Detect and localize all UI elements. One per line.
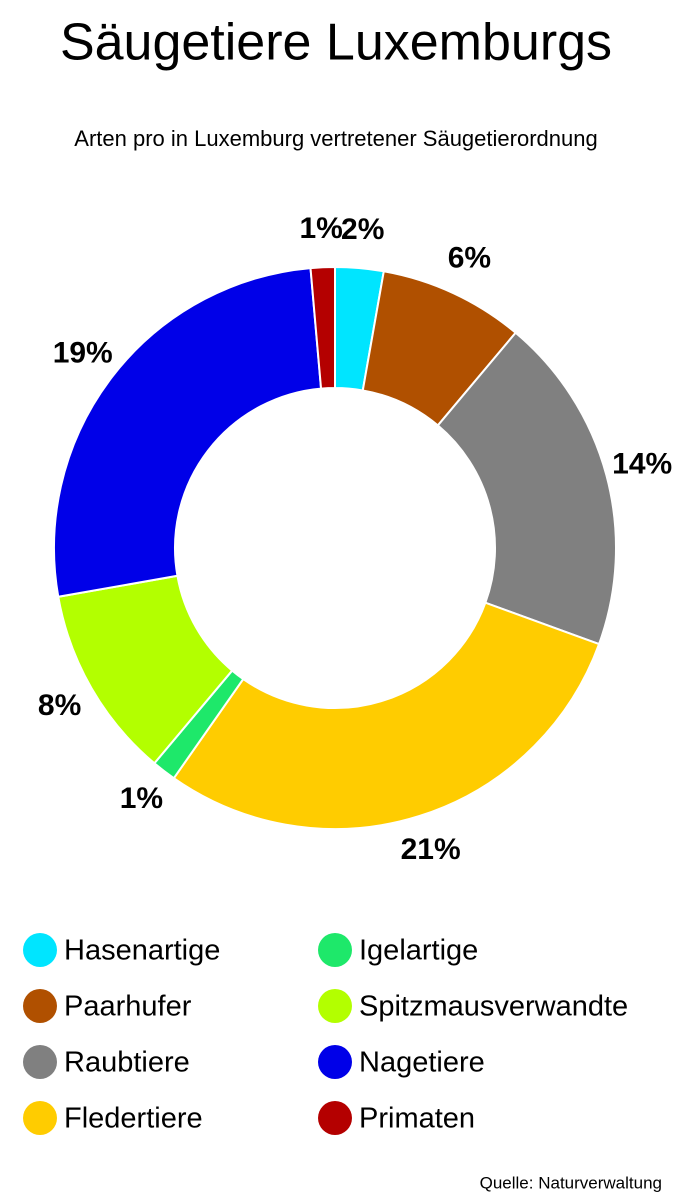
slice-label: 8% [38,689,81,722]
source: Quelle: Naturverwaltung [480,1173,662,1192]
legend-label: Primaten [359,1103,475,1135]
legend-marker [318,989,352,1023]
slice-label: 14% [612,448,672,481]
slice-label: 19% [53,336,113,369]
legend-marker [23,1101,57,1135]
legend-label: Fledertiere [64,1103,203,1135]
legend-label: Raubtiere [64,1047,190,1079]
donut-slice [436,331,617,646]
legend-marker [318,1101,352,1135]
legend-label: Nagetiere [359,1047,485,1079]
donut-slice [172,601,601,830]
legend-label: Spitzmausverwandte [359,991,628,1023]
legend-marker [318,933,352,967]
legend-label: Hasenartige [64,935,220,967]
donut-slice [53,266,323,598]
legend-marker [23,933,57,967]
legend-marker [23,1045,57,1079]
slice-label: 2% [341,213,384,246]
legend-marker [23,989,57,1023]
legend-label: Igelartige [359,935,478,967]
donut-slice [309,265,336,390]
slice-label: 6% [448,242,491,275]
chart-title: Säugetiere Luxemburgs [60,14,612,72]
chart-subtitle: Arten pro in Luxemburg vertretener Säuge… [74,126,597,151]
legend-marker [318,1045,352,1079]
slice-label: 1% [299,212,342,245]
legend-label: Paarhufer [64,991,192,1023]
slice-label: 21% [401,833,461,866]
slice-label: 1% [120,782,163,815]
